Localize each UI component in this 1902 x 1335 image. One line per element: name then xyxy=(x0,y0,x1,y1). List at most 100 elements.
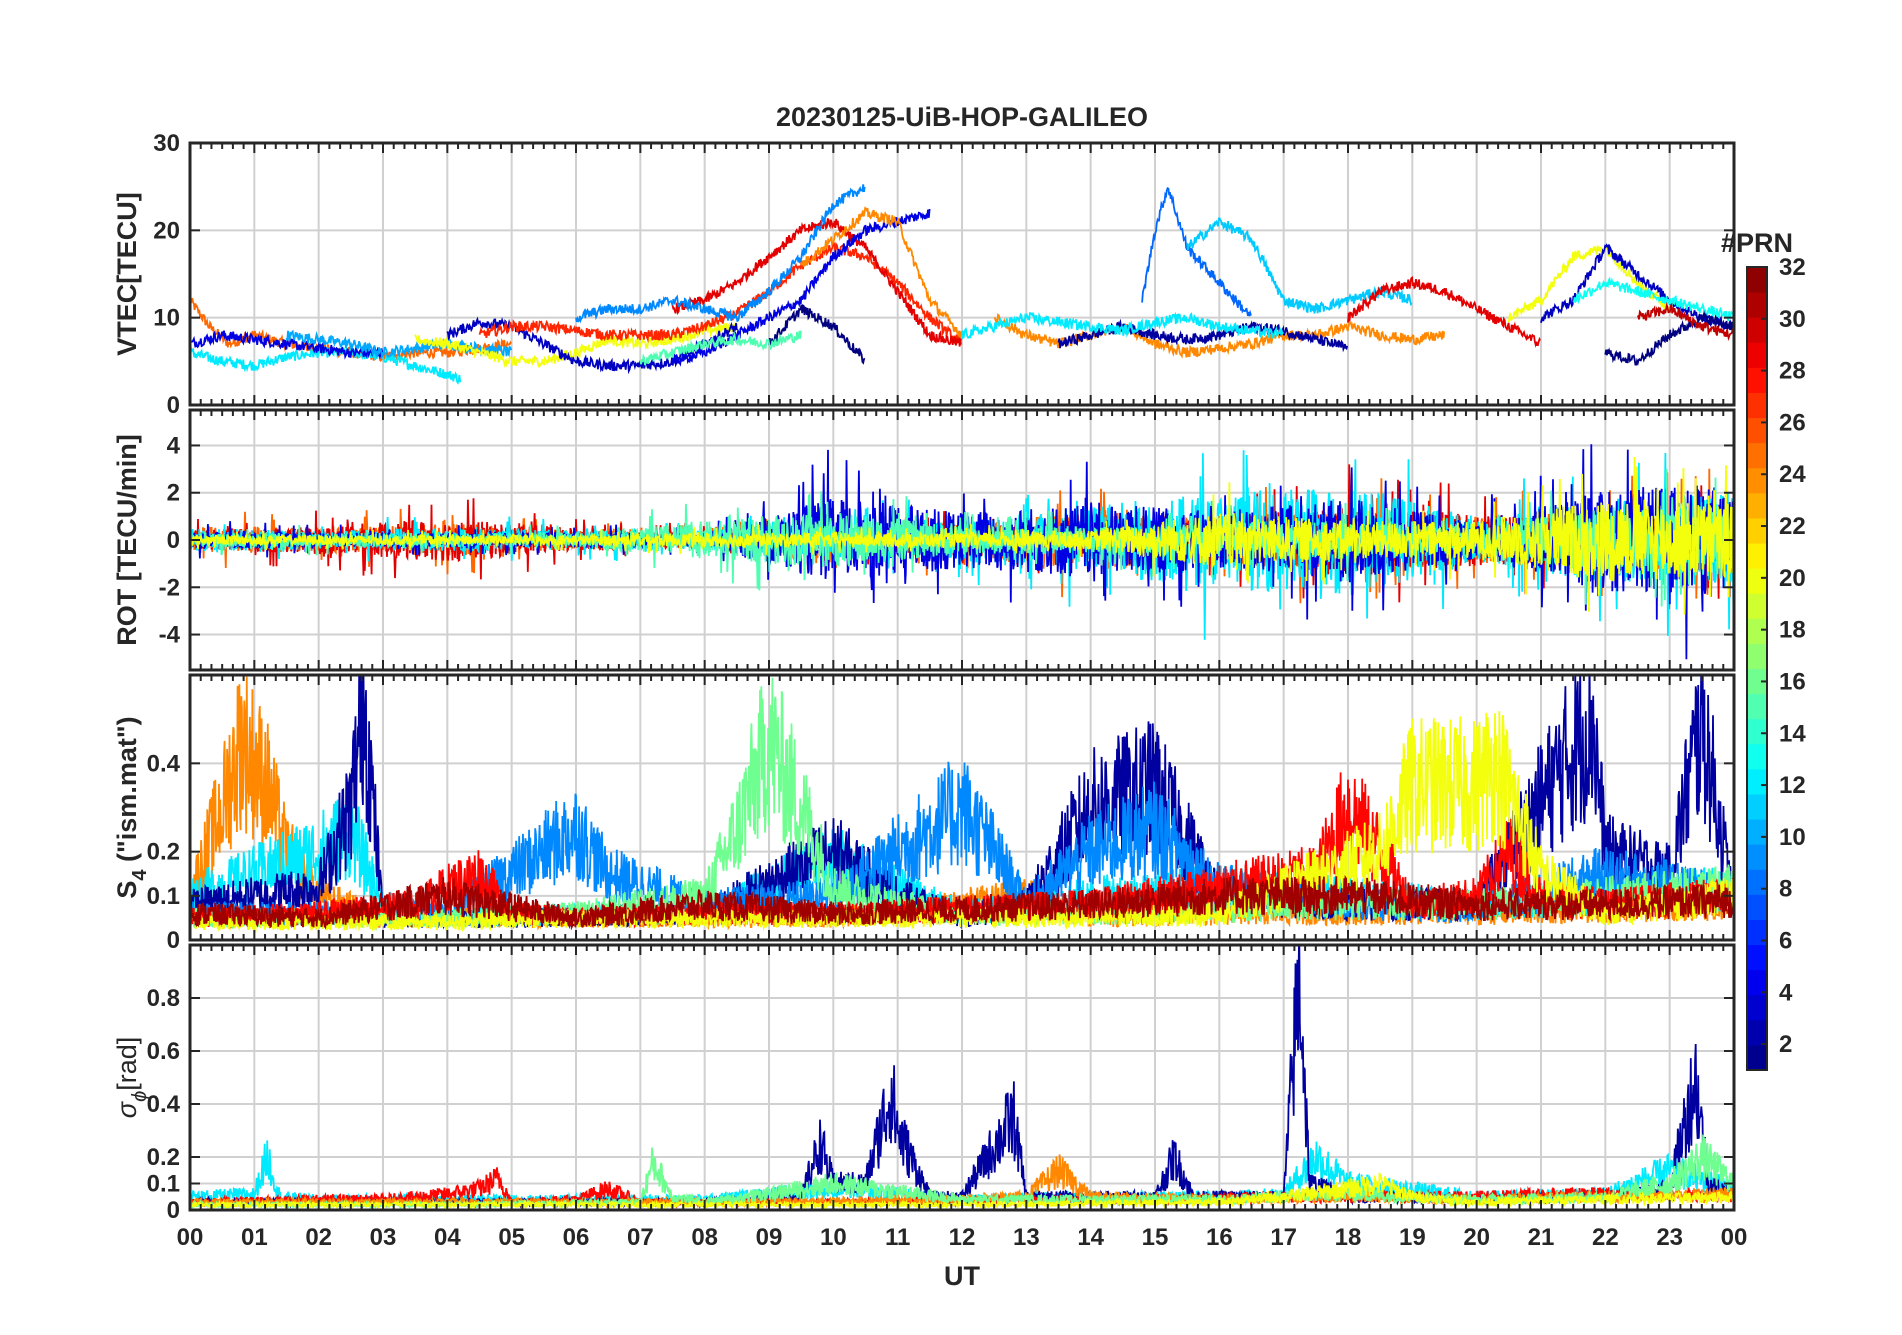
y-tick-label: 0.8 xyxy=(147,985,180,1012)
x-tick-label: 13 xyxy=(1013,1224,1040,1251)
series-prn-29 xyxy=(671,217,963,347)
series-prn-24 xyxy=(800,206,963,338)
x-axis-label: UT xyxy=(944,1261,980,1291)
colorbar-title: #PRN xyxy=(1721,228,1793,258)
colorbar-tick-label: 30 xyxy=(1779,306,1806,333)
y-axis-label: VTEC[TECU] xyxy=(112,192,142,356)
x-tick-label: 04 xyxy=(434,1224,461,1251)
x-tick-label: 00 xyxy=(1721,1224,1748,1251)
y-tick-label: 0 xyxy=(167,927,180,954)
colorbar-frame xyxy=(1746,266,1768,1071)
colorbar-tick-label: 16 xyxy=(1779,668,1806,695)
panel-2: -4 -2 0 2 4 ROT [TECU/min] xyxy=(112,408,1736,672)
x-tick-label: 11 xyxy=(885,1224,910,1251)
x-tick-label: 09 xyxy=(756,1224,783,1251)
series-prn-31 xyxy=(190,874,1734,931)
grid xyxy=(190,945,1734,1211)
series-prn-4 xyxy=(190,330,384,360)
x-tick-label: 14 xyxy=(1077,1224,1104,1251)
y-tick-label: -2 xyxy=(159,574,180,601)
colorbar-tick-label: 10 xyxy=(1779,824,1806,851)
series-group xyxy=(190,675,1734,934)
x-tick-label: 02 xyxy=(305,1224,332,1251)
x-tick-label: 21 xyxy=(1528,1224,1555,1251)
panel-3: 0 0.1 0.2 0.4S4 ("ism.mat") xyxy=(112,673,1736,954)
series-prn-4 xyxy=(671,208,931,367)
colorbar-tick-label: 32 xyxy=(1779,254,1806,281)
colorbar-tick-label: 28 xyxy=(1779,358,1806,385)
colorbar-tick-label: 22 xyxy=(1779,513,1806,540)
series-prn-20 xyxy=(1507,245,1670,323)
colorbar-tick-label: 2 xyxy=(1779,1031,1792,1058)
x-tick-label: 00 xyxy=(177,1224,204,1251)
colorbar-tick-label: 24 xyxy=(1779,461,1806,488)
y-tick-label: 0.6 xyxy=(147,1038,180,1065)
y-tick-label: 0.1 xyxy=(147,1171,180,1198)
colorbar-tick-label: 26 xyxy=(1779,409,1806,436)
colorbar-tick-label: 8 xyxy=(1779,876,1792,903)
x-tick-label: 05 xyxy=(498,1224,525,1251)
y-axis-label: σϕ[rad] xyxy=(112,1037,151,1118)
series-prn-20 xyxy=(414,322,738,368)
series-prn-30 xyxy=(1636,301,1734,341)
colorbar-tick-label: 20 xyxy=(1779,565,1806,592)
x-tick-label: 06 xyxy=(563,1224,590,1251)
y-tick-label: 10 xyxy=(153,305,180,332)
y-tick-label: 4 xyxy=(167,432,181,459)
x-tick-label: 16 xyxy=(1206,1224,1233,1251)
series-prn-29 xyxy=(1347,276,1541,348)
y-tick-label: -4 xyxy=(159,622,181,649)
y-tick-label: 0.1 xyxy=(147,883,180,910)
y-tick-label: 0 xyxy=(167,392,180,419)
x-tick-label: 20 xyxy=(1463,1224,1490,1251)
y-tick-label: 20 xyxy=(153,217,180,244)
x-tick-label: 10 xyxy=(820,1224,847,1251)
series-prn-11 xyxy=(1186,217,1413,314)
x-tick-label: 18 xyxy=(1335,1224,1362,1251)
y-tick-label: 30 xyxy=(153,130,180,157)
series-prn-1 xyxy=(1604,310,1734,367)
colorbar-tick-label: 12 xyxy=(1779,772,1806,799)
x-minor-ticks xyxy=(189,945,1735,1210)
colorbar-tick-label: 18 xyxy=(1779,617,1806,644)
series-group xyxy=(190,444,1734,660)
x-tick-label: 03 xyxy=(370,1224,397,1251)
x-tick-labels: 00 01 02 03 04 05 06 07 08 09 10 11 12 13 14 15 16 17 18 19… xyxy=(177,1224,1748,1251)
chart-title: 20230125-UiB-HOP-GALILEO xyxy=(776,102,1148,132)
series-group xyxy=(190,184,1734,385)
colorbar-tick-label: 4 xyxy=(1779,979,1793,1006)
y-axis-label: S4 ("ism.mat") xyxy=(112,716,151,898)
y-tick-label: 0.4 xyxy=(147,750,181,777)
colorbar-tick-label: 14 xyxy=(1779,720,1806,747)
x-minor-ticks xyxy=(189,675,1735,940)
y-axis-label: ROT [TECU/min] xyxy=(112,434,142,645)
y-tick-label: 0.2 xyxy=(147,1144,180,1171)
x-tick-label: 22 xyxy=(1592,1224,1619,1251)
panel-1: 0 10 20 30 VTEC[TECU] xyxy=(112,130,1736,419)
series-prn-20 xyxy=(190,456,1734,615)
series-prn-3 xyxy=(446,316,738,375)
y-tick-label: 0.4 xyxy=(147,1091,181,1118)
x-minor-ticks xyxy=(189,410,1735,670)
x-tick-label: 15 xyxy=(1142,1224,1169,1251)
y-tick-label: 0 xyxy=(167,527,180,554)
x-tick-label: 07 xyxy=(627,1224,654,1251)
series-prn-27 xyxy=(478,239,963,345)
x-tick-label: 19 xyxy=(1399,1224,1426,1251)
series-prn-15 xyxy=(639,330,802,366)
x-tick-label: 12 xyxy=(949,1224,976,1251)
series-prn-8 xyxy=(1141,186,1252,317)
y-tick-label: 0.2 xyxy=(147,839,180,866)
series-prn-9 xyxy=(575,184,866,324)
x-tick-label: 23 xyxy=(1656,1224,1683,1251)
y-tick-label: 0 xyxy=(167,1197,180,1224)
x-tick-label: 01 xyxy=(241,1224,268,1251)
series-prn-1 xyxy=(768,303,866,365)
series-prn-13 xyxy=(1572,276,1734,322)
x-tick-label: 08 xyxy=(691,1224,718,1251)
x-minor-ticks xyxy=(189,143,1735,405)
colorbar-tick-label: 6 xyxy=(1779,927,1792,954)
